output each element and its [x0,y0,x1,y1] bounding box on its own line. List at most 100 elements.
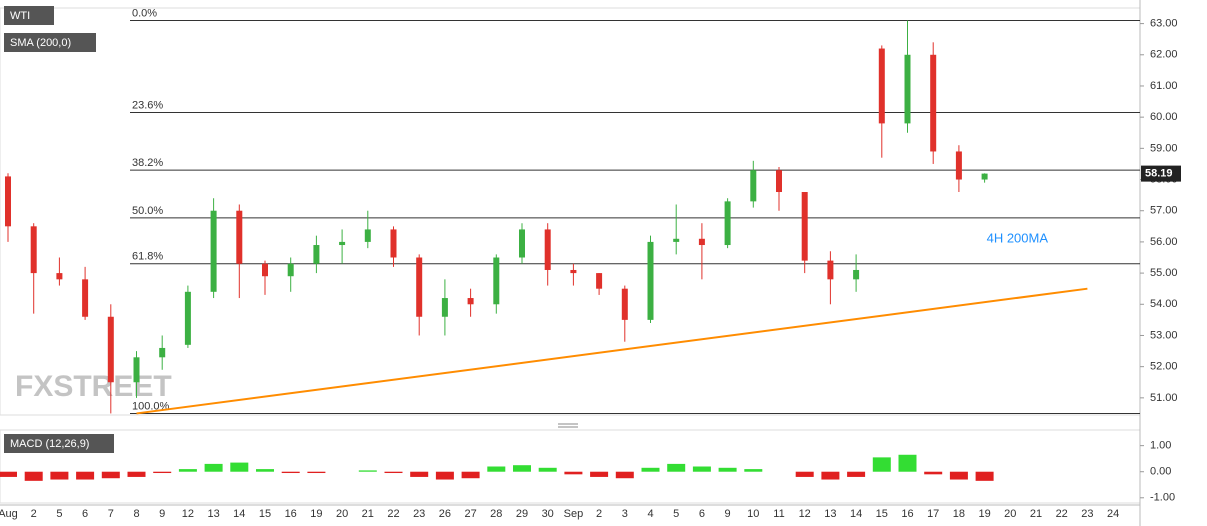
y-tick-label: 61.00 [1150,80,1178,92]
y-tick-label: 57.00 [1150,205,1178,217]
candle-body [159,347,166,358]
histogram-bar [461,471,480,479]
date-label: 5 [56,508,62,520]
histogram-bar [590,471,609,477]
date-label: 2 [31,508,37,520]
histogram-bar [615,471,634,479]
histogram-bar [975,471,994,481]
candle-body [647,241,654,320]
histogram-bar [949,471,968,480]
histogram-bar [667,463,686,472]
date-label: 16 [901,508,913,520]
histogram-bar [410,471,429,477]
candle-body [390,229,397,258]
panel-splitter[interactable] [558,423,578,428]
candle-body [776,170,782,193]
histogram-bar [358,470,377,472]
candle-body [673,238,680,242]
date-label: 28 [490,508,502,520]
date-label: 7 [108,508,114,520]
macd-title[interactable]: MACD (12,26,9) [10,438,89,450]
candle-body [596,273,603,289]
date-label: 16 [285,508,297,520]
date-label: 10 [747,508,759,520]
histogram-bar [564,471,583,475]
macd-panel [0,429,1141,504]
date-label: 19 [310,508,322,520]
histogram-bar [24,471,43,481]
date-label: 22 [1056,508,1068,520]
candle-body [236,210,243,264]
date-label: 6 [699,508,705,520]
candle-body [853,269,860,280]
date-label: 30 [542,508,554,520]
candle-body [955,151,962,180]
histogram-bar [50,471,69,480]
date-label: 20 [1004,508,1016,520]
date-label: 19 [978,508,990,520]
date-label: Sep [564,508,584,520]
y-tick-label: 52.00 [1150,361,1178,373]
candle-body [930,54,937,152]
candle-body [82,279,89,317]
histogram-bar [795,471,814,477]
y-tick-label: 63.00 [1150,18,1178,30]
histogram-bar [307,471,326,474]
y-tick-label: 0.00 [1150,466,1171,478]
fib-label: 50.0% [132,205,163,217]
candle-body [416,257,423,317]
date-label: 23 [413,508,425,520]
date-label: 12 [799,508,811,520]
date-label: 4 [647,508,653,520]
date-label: 3 [622,508,628,520]
legend-title[interactable]: WTI [10,10,30,22]
legend-box[interactable] [4,434,114,453]
date-label: 11 [773,508,784,520]
legend-indicator[interactable]: SMA (200,0) [10,37,71,49]
fib-label: 0.0% [132,7,157,19]
date-label: 17 [927,508,939,520]
legend-box[interactable] [4,33,96,52]
y-tick-label: 55.00 [1150,267,1178,279]
candle-body [981,173,988,180]
date-label: Aug [0,508,18,520]
candle-body [313,245,320,264]
candle-body [493,257,500,305]
fib-label: 23.6% [132,99,163,111]
candle-body [724,201,731,246]
histogram-bar [230,462,249,472]
date-label: 22 [387,508,399,520]
watermark: FXSTREET [15,370,172,403]
histogram-bar [641,467,660,472]
y-tick-label: 1.00 [1150,440,1171,452]
date-label: 21 [362,508,374,520]
fib-label: 38.2% [132,157,163,169]
candle-body [878,48,885,124]
date-label: 6 [82,508,88,520]
histogram-bar [872,457,891,472]
date-label: 12 [182,508,194,520]
candle-body [441,298,448,317]
date-label: 13 [824,508,836,520]
last-price-box [1141,165,1181,182]
date-label: 8 [133,508,139,520]
date-label: 18 [953,508,965,520]
date-label: 15 [259,508,271,520]
sma-annotation: 4H 200MA [987,231,1049,246]
y-tick-label: 56.00 [1150,236,1178,248]
fib-label: 61.8% [132,251,163,263]
legend-box[interactable] [4,6,54,25]
candle-body [107,316,114,383]
histogram-bar [924,471,943,475]
candle-body [570,269,577,274]
date-label: 14 [850,508,862,520]
histogram-bar [847,471,866,477]
candle-body [750,170,757,202]
date-label: 21 [1030,508,1042,520]
y-tick-label: 60.00 [1150,111,1178,123]
histogram-bar [101,471,120,479]
candle-body [5,176,11,227]
histogram-bar [76,471,95,480]
y-tick-label: 59.00 [1150,142,1178,154]
